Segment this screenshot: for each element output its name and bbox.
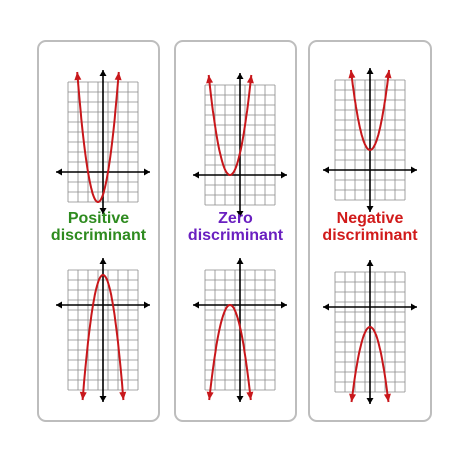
- axes: [323, 260, 417, 404]
- x-axis-left-arrow: [323, 166, 329, 174]
- y-axis-bottom-arrow: [366, 206, 374, 212]
- curve-left-arrow: [79, 391, 87, 400]
- parabola-curve: [76, 71, 120, 204]
- positive-discriminant-label: Positive discriminant: [39, 210, 158, 244]
- curve-right-arrow: [383, 393, 391, 402]
- curve-left-arrow: [74, 72, 82, 81]
- x-axis-right-arrow: [144, 301, 150, 309]
- curve-left-arrow: [348, 70, 356, 79]
- axes: [193, 73, 287, 217]
- x-axis-left-arrow: [56, 301, 62, 309]
- x-axis-left-arrow: [323, 303, 329, 311]
- curve-left-arrow: [206, 391, 214, 400]
- x-axis-right-arrow: [411, 166, 417, 174]
- zero-discriminant-label: Zero discriminant: [176, 210, 295, 244]
- positive-discriminant-graphs: [56, 70, 150, 402]
- y-axis-bottom-arrow: [99, 396, 107, 402]
- curve-left-arrow: [206, 75, 214, 84]
- positive-discriminant-panel: Positive discriminant: [37, 40, 160, 422]
- axes: [56, 70, 150, 214]
- y-axis-bottom-arrow: [366, 398, 374, 404]
- axes: [56, 258, 150, 402]
- y-axis-top-arrow: [99, 258, 107, 264]
- curve-right-arrow: [246, 391, 254, 400]
- top-graph: [193, 73, 287, 217]
- parabola-curve: [81, 273, 125, 401]
- parabola-curve: [208, 303, 252, 401]
- x-axis-left-arrow: [193, 171, 199, 179]
- parabola-curve: [207, 74, 253, 177]
- bottom-graph: [323, 260, 417, 404]
- top-graph: [323, 68, 417, 212]
- label-line-2: discriminant: [50, 227, 147, 244]
- x-axis-left-arrow: [193, 301, 199, 309]
- y-axis-top-arrow: [236, 73, 244, 79]
- label-line-2: discriminant: [322, 227, 418, 244]
- y-axis-top-arrow: [366, 68, 374, 74]
- x-axis-right-arrow: [411, 303, 417, 311]
- y-axis-top-arrow: [366, 260, 374, 266]
- top-graph: [56, 70, 150, 214]
- curve-left-arrow: [349, 393, 357, 402]
- negative-discriminant-graphs: [323, 68, 417, 404]
- bottom-graph: [193, 258, 287, 402]
- negative-discriminant-panel: Negative discriminant: [308, 40, 432, 422]
- x-axis-right-arrow: [281, 301, 287, 309]
- x-axis-right-arrow: [281, 171, 287, 179]
- negative-discriminant-label: Negative discriminant: [310, 210, 430, 244]
- y-axis-top-arrow: [99, 70, 107, 76]
- y-axis-bottom-arrow: [99, 208, 107, 214]
- axes: [323, 68, 417, 212]
- bottom-graph: [56, 258, 150, 402]
- curve-right-arrow: [114, 72, 122, 81]
- label-line-1: Positive: [67, 210, 130, 227]
- label-line-1: Zero: [218, 210, 253, 227]
- y-axis-bottom-arrow: [236, 396, 244, 402]
- y-axis-top-arrow: [236, 258, 244, 264]
- label-line-1: Negative: [336, 210, 404, 227]
- curve-right-arrow: [384, 70, 392, 79]
- zero-discriminant-panel: Zero discriminant: [174, 40, 297, 422]
- x-axis-left-arrow: [56, 168, 62, 176]
- parabola-curve: [350, 325, 390, 403]
- zero-discriminant-graphs: [193, 73, 287, 402]
- label-line-2: discriminant: [187, 227, 284, 244]
- parabola-curve: [349, 69, 391, 152]
- curve-right-arrow: [246, 75, 254, 84]
- curve-right-arrow: [119, 391, 127, 400]
- x-axis-right-arrow: [144, 168, 150, 176]
- y-axis-bottom-arrow: [236, 211, 244, 217]
